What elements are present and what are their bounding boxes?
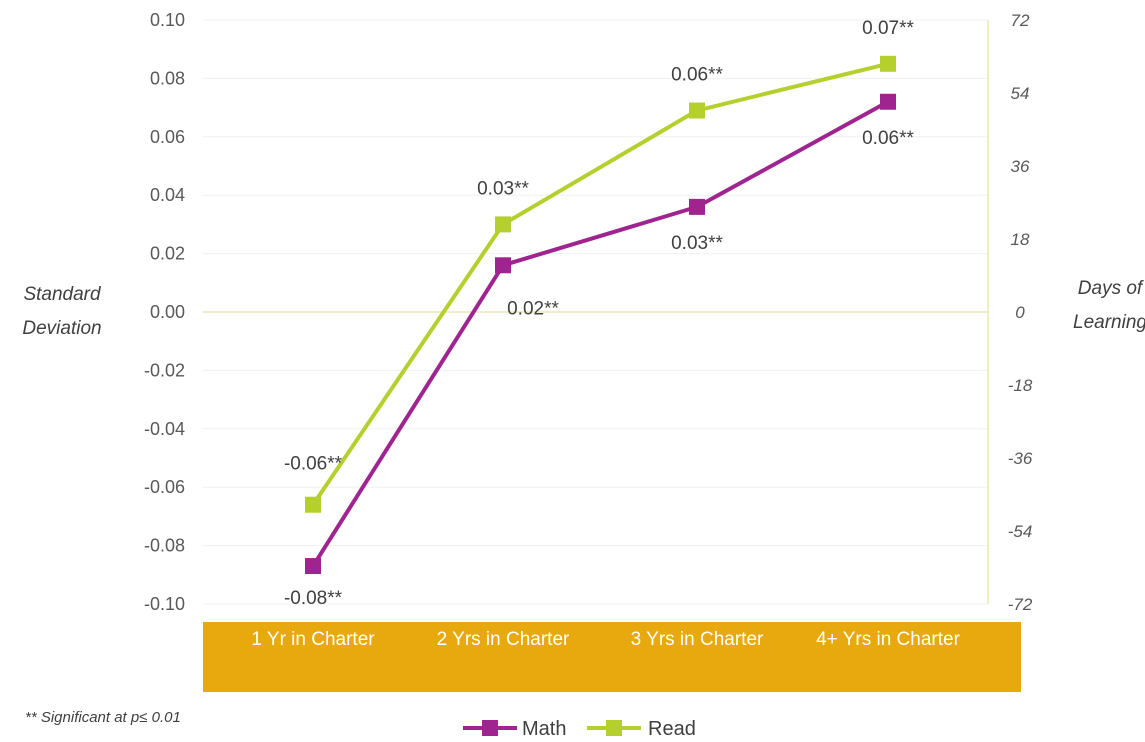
left-tick-label: -0.08 <box>144 536 185 556</box>
legend: Math Read <box>463 718 696 740</box>
grid-lines <box>203 19 989 605</box>
left-tick-label: -0.02 <box>144 360 185 380</box>
category-label: 4+ Yrs in Charter <box>816 629 960 650</box>
data-point-math <box>305 558 321 575</box>
right-tick-label: 54 <box>1011 84 1030 103</box>
series-lines <box>311 61 889 568</box>
series-line-read <box>311 61 889 506</box>
legend-read-marker <box>606 720 622 736</box>
category-labels: 1 Yr in Charter 2 Yrs in Charter 3 Yrs in … <box>251 629 960 650</box>
data-point-read <box>495 216 511 233</box>
left-axis-ticks: 0.10 0.08 0.06 0.04 0.02 0.00 -0.02 -0.04 -0.06 -… <box>144 10 185 614</box>
right-axis-title-line-1: Days of <box>1078 278 1144 299</box>
legend-item-read: Read <box>587 718 696 740</box>
data-point-read <box>305 496 321 513</box>
data-point-read <box>880 55 896 72</box>
data-label-math: 0.06** <box>862 128 914 149</box>
significance-footnote: ** Significant at p≤ 0.01 <box>25 709 181 726</box>
right-axis-title-line-2: Learning <box>1073 312 1145 333</box>
data-label-read: 0.06** <box>671 65 723 86</box>
data-label-math: 0.02** <box>507 298 559 319</box>
left-tick-label: 0.06 <box>150 127 185 147</box>
right-tick-label: -36 <box>1008 449 1033 468</box>
legend-read-label: Read <box>648 718 696 740</box>
category-band <box>203 622 1021 692</box>
left-tick-label: 0.02 <box>150 244 185 264</box>
left-tick-label: 0.04 <box>150 185 185 205</box>
data-point-math <box>880 93 896 110</box>
series-points <box>305 55 896 575</box>
left-tick-label: 0.10 <box>150 10 185 30</box>
data-label-read: 0.03** <box>477 178 529 199</box>
right-tick-label: -18 <box>1008 376 1033 395</box>
right-tick-label: -54 <box>1008 522 1033 541</box>
legend-math-label: Math <box>522 718 566 740</box>
right-tick-label: 36 <box>1011 157 1030 176</box>
right-tick-label: 72 <box>1011 11 1030 30</box>
right-axis-ticks: 72 54 36 18 0 -18 -36 -54 -72 <box>1008 11 1033 614</box>
data-point-math <box>689 198 705 215</box>
left-tick-label: -0.10 <box>144 594 185 614</box>
left-tick-label: 0.00 <box>150 302 185 322</box>
data-labels: -0.08** 0.02** 0.03** 0.06** -0.06** 0.03** 0.… <box>284 18 915 609</box>
category-label: 1 Yr in Charter <box>251 629 375 650</box>
data-label-read: 0.07** <box>862 18 914 39</box>
left-axis-title-line-1: Standard <box>23 284 102 305</box>
data-point-read <box>689 102 705 119</box>
data-label-read: -0.06** <box>284 454 343 475</box>
data-point-math <box>495 257 511 274</box>
left-axis-title-line-2: Deviation <box>22 318 101 339</box>
category-label: 2 Yrs in Charter <box>437 629 570 650</box>
series-line-math <box>311 100 889 568</box>
left-tick-label: 0.08 <box>150 68 185 88</box>
left-tick-label: -0.04 <box>144 419 185 439</box>
category-label: 3 Yrs in Charter <box>631 629 764 650</box>
right-tick-label: 18 <box>1011 230 1030 249</box>
legend-item-math: Math <box>463 718 566 740</box>
right-tick-label: -72 <box>1008 595 1033 614</box>
left-tick-label: -0.06 <box>144 477 185 497</box>
data-label-math: 0.03** <box>671 233 723 254</box>
right-tick-label: 0 <box>1015 303 1025 322</box>
data-label-math: -0.08** <box>284 588 343 609</box>
legend-math-marker <box>482 720 498 736</box>
